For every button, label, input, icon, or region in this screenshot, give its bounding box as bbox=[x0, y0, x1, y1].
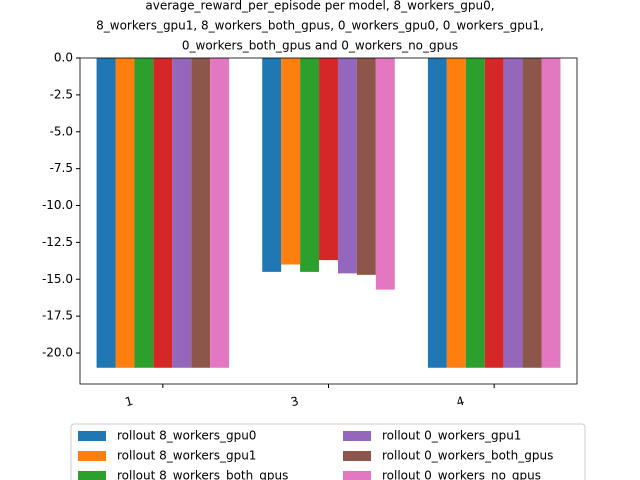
legend-swatch bbox=[78, 451, 106, 461]
y-tick-label: -20.0 bbox=[42, 346, 73, 360]
bar bbox=[375, 58, 395, 290]
bar bbox=[191, 58, 211, 368]
bar bbox=[503, 58, 523, 368]
legend-swatch bbox=[343, 431, 371, 441]
legend-swatch bbox=[78, 471, 106, 480]
bar bbox=[319, 58, 338, 261]
axes-frame bbox=[79, 57, 578, 385]
bar bbox=[541, 58, 561, 368]
bar bbox=[427, 58, 447, 368]
legend-label: rollout 0_workers_gpu1 bbox=[382, 429, 521, 443]
bar bbox=[446, 58, 466, 368]
bar bbox=[465, 58, 485, 368]
legend-swatch bbox=[78, 431, 106, 441]
legend-label: rollout 8_workers_gpu1 bbox=[117, 449, 256, 463]
bar bbox=[337, 58, 357, 274]
legend-label: rollout 0_workers_no_gpus bbox=[382, 469, 541, 480]
bar bbox=[356, 58, 376, 275]
y-tick-label: -17.5 bbox=[42, 309, 73, 323]
bar bbox=[96, 58, 116, 368]
y-tick-label: -2.5 bbox=[50, 87, 73, 101]
chart-title: average_reward_per_episode per model, 8_… bbox=[145, 0, 494, 13]
legend-label: rollout 0_workers_both_gpus bbox=[382, 449, 553, 463]
bar bbox=[300, 58, 320, 272]
y-tick-label: -10.0 bbox=[42, 198, 73, 212]
legend-box bbox=[70, 423, 586, 480]
chart-title: 8_workers_gpu1, 8_workers_both_gpus, 0_w… bbox=[96, 19, 544, 33]
bar bbox=[153, 58, 173, 368]
legend-label: rollout 8_workers_gpu0 bbox=[117, 429, 256, 443]
legend-swatch bbox=[343, 451, 371, 461]
x-tick-label: 4 bbox=[455, 394, 466, 410]
chart-title: 0_workers_both_gpus and 0_workers_no_gpu… bbox=[182, 39, 458, 53]
bar bbox=[484, 58, 504, 368]
bar bbox=[115, 58, 135, 368]
bar bbox=[134, 58, 154, 368]
x-tick-label: 3 bbox=[289, 394, 300, 410]
y-tick-label: -12.5 bbox=[42, 235, 73, 249]
y-tick-label: -5.0 bbox=[50, 124, 73, 138]
bar bbox=[210, 58, 230, 368]
y-tick-label: -7.5 bbox=[50, 161, 73, 175]
legend-swatch bbox=[343, 471, 371, 480]
y-tick-label: -15.0 bbox=[42, 272, 73, 286]
bar bbox=[172, 58, 192, 368]
bar bbox=[522, 58, 542, 368]
bar bbox=[281, 58, 301, 265]
x-tick-label: 1 bbox=[124, 394, 135, 410]
legend-label: rollout 8_workers_both_gpus bbox=[117, 469, 288, 480]
bar bbox=[262, 58, 282, 272]
y-tick-label: 0.0 bbox=[54, 51, 73, 65]
